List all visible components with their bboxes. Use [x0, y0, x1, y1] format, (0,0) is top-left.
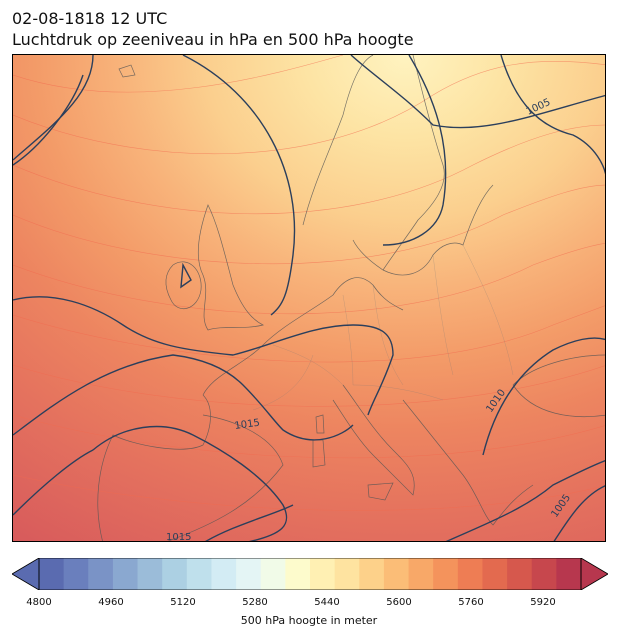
baltic-coast: [382, 184, 494, 276]
isobar-mid: [180, 262, 192, 289]
colorbar-tick-label: 5440: [314, 597, 340, 608]
colorbar-cell: [162, 558, 188, 590]
isobar-label: 1015: [166, 532, 191, 542]
ireland-coast: [165, 261, 202, 310]
colorbar-tick-label: 5760: [458, 597, 484, 608]
colorbar-cell: [334, 558, 360, 590]
colorbar-cell: [408, 558, 434, 590]
balkan-coast: [402, 399, 534, 526]
isobar-1005-se: [445, 460, 605, 541]
colorbar-cell: [482, 558, 508, 590]
weather-map[interactable]: 1005 1010 1015 1015 1005: [12, 54, 606, 542]
colorbar-tick-label: 4960: [98, 597, 124, 608]
colorbar-cell: [556, 558, 582, 590]
colorbar-cell: [236, 558, 262, 590]
isobar-1005: [13, 55, 605, 316]
great-britain-coast: [197, 204, 265, 331]
sicily-coast: [367, 482, 394, 501]
colorbar-cell: [359, 558, 385, 590]
isobar-label: 1015: [234, 418, 261, 432]
height-field: [13, 55, 605, 541]
colorbar-tick-label: 5280: [242, 597, 268, 608]
colorbar-tick-label: 5120: [170, 597, 196, 608]
colorbar-cell: [260, 558, 286, 590]
colorbar-label: 500 hPa hoogte in meter: [240, 614, 378, 627]
isobar-1010: [13, 296, 394, 416]
colorbar-tick-label: 4800: [26, 597, 52, 608]
colorbar-cell: [211, 558, 237, 590]
colorbar-min-extension: [12, 558, 39, 590]
isobar-1015-south: [13, 425, 288, 541]
map-title: Luchtdruk op zeeniveau in hPa en 500 hPa…: [12, 30, 414, 49]
continent-coast: [202, 277, 404, 396]
isobar-high-south: [205, 504, 294, 541]
colorbar: [12, 558, 608, 590]
colorbar-cell: [88, 558, 114, 590]
colorbar-cell: [137, 558, 163, 590]
isobars: [13, 55, 605, 541]
colorbar-cell: [39, 558, 65, 590]
colorbar-cell: [531, 558, 557, 590]
italy-coast: [332, 384, 415, 496]
isobar-north-high: [13, 74, 84, 166]
isobar-low-north: [382, 55, 447, 246]
isobar-1015: [13, 354, 354, 441]
isobar-1010-east: [482, 337, 605, 456]
corsica-coast: [315, 414, 325, 434]
isobar-1005-loop: [500, 55, 605, 175]
colorbar-cell: [433, 558, 459, 590]
colorbar-cell: [285, 558, 311, 590]
colorbar-cell: [112, 558, 139, 590]
isobar-1005-se2: [553, 485, 605, 541]
country-borders: [252, 244, 514, 411]
colorbar-cell: [186, 558, 213, 590]
colorbar-tick-label: 5920: [530, 597, 556, 608]
colorbar-tick-label: 5600: [386, 597, 412, 608]
colorbar-cell: [383, 558, 410, 590]
iceland-coast: [118, 64, 136, 78]
height-contours: [13, 55, 605, 511]
colorbar-cell: [457, 558, 484, 590]
colorbar-cell: [63, 558, 89, 590]
colorbar-max-extension: [581, 558, 608, 590]
colorbar-cell: [507, 558, 533, 590]
colorbar-cell: [310, 558, 336, 590]
iberia-coast: [97, 394, 284, 541]
map-timestamp: 02-08-1818 12 UTC: [12, 9, 168, 28]
